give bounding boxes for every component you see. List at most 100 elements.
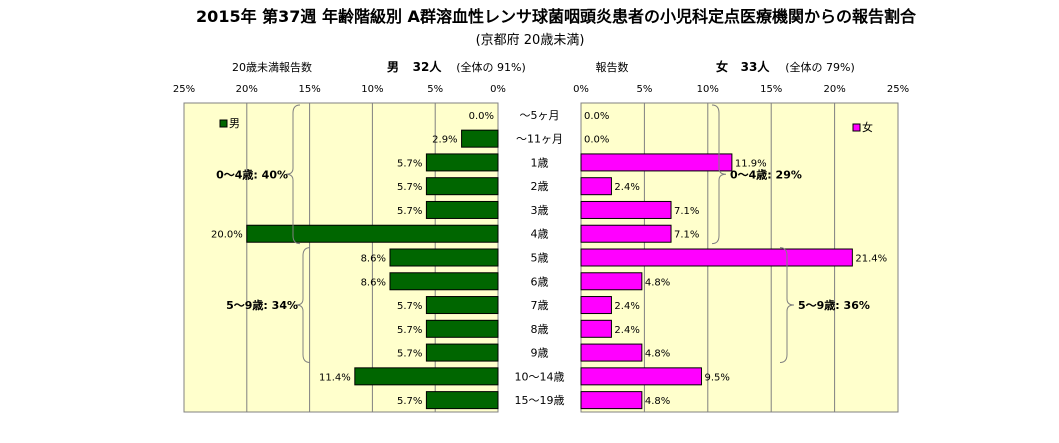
left-header-label: 20歳未満報告数 <box>232 61 312 74</box>
female-bracket-label: 0〜4歳: 29% <box>730 167 802 181</box>
male-age-bracket <box>295 247 311 363</box>
female-bar <box>580 343 643 362</box>
female-panel: 0% 5% 10% 15% 20% 25% 0.0% 0.0% 11.9% 2.4% 7.1% 7.1… <box>573 84 909 413</box>
age-category-label: 15〜19歳 <box>515 394 565 407</box>
male-value-label: 5.7% <box>397 396 422 407</box>
male-bar <box>425 200 499 219</box>
right-header-label: 報告数 <box>596 61 629 74</box>
female-tick-label: 10% <box>697 84 719 95</box>
male-panel: 0% 5% 10% 15% 20% 25% 0.0% 2.9% 5.7% 5.7% 5.7% 20.0… <box>173 84 506 413</box>
age-category-label: 10〜14歳 <box>515 370 565 383</box>
male-tick-label: 5% <box>427 84 443 95</box>
age-category-label: 〜11ヶ月 <box>516 133 563 146</box>
male-value-label: 2.9% <box>432 135 457 146</box>
male-value-label: 20.0% <box>211 230 243 241</box>
female-value-label: 2.4% <box>614 325 639 336</box>
male-value-label: 5.7% <box>397 206 422 217</box>
male-value-label: 8.6% <box>361 277 386 288</box>
left-header-share: (全体の 91%) <box>456 60 526 74</box>
age-group-brackets: 0〜4歳: 40% 5〜9歳: 34% 0〜4歳: 29% 5〜9歳: 36% <box>216 104 870 363</box>
age-category-label: 6歳 <box>531 275 549 288</box>
female-value-label: 7.1% <box>674 230 699 241</box>
male-bar <box>389 248 499 267</box>
right-header-sex: 女 <box>716 59 728 74</box>
male-bar <box>461 129 499 148</box>
age-category-label: 3歳 <box>531 204 549 217</box>
left-header-sex: 男 <box>387 60 399 74</box>
female-tick-label: 25% <box>887 84 909 95</box>
age-category-label: 5歳 <box>531 252 549 265</box>
chart-title: 2015年 第37週 年齢階級別 A群溶血性レンサ球菌咽頭炎患者の小児科定点医療… <box>196 7 917 26</box>
female-value-label: 4.8% <box>645 349 670 360</box>
male-tick-label: 10% <box>361 84 383 95</box>
male-value-label: 5.7% <box>397 349 422 360</box>
male-bar <box>425 391 499 410</box>
male-bar <box>425 177 499 196</box>
age-category-label: 7歳 <box>531 299 549 312</box>
male-value-label: 5.7% <box>397 301 422 312</box>
female-bar <box>580 272 643 291</box>
male-bracket-label: 5〜9歳: 34% <box>226 298 298 312</box>
male-legend-swatch <box>219 119 228 128</box>
male-age-bracket <box>285 104 301 245</box>
female-bar <box>580 367 702 386</box>
male-tick-label: 0% <box>490 84 506 95</box>
female-bracket-label: 5〜9歳: 36% <box>798 298 870 312</box>
female-value-label: 4.8% <box>645 396 670 407</box>
female-tick-label: 15% <box>760 84 782 95</box>
male-tick-label: 25% <box>173 84 195 95</box>
male-value-label: 5.7% <box>397 158 422 169</box>
female-value-label: 2.4% <box>614 182 639 193</box>
female-bar <box>580 296 612 315</box>
female-bar <box>580 153 733 172</box>
age-category-labels: 〜5ヶ月〜11ヶ月 1歳 2歳 3歳 4歳 5歳 6歳 7歳 8歳 9歳 10〜14歳 15〜19歳 <box>515 109 565 407</box>
female-bar <box>580 248 853 267</box>
female-legend-label: 女 <box>862 120 873 134</box>
age-category-label: 4歳 <box>531 228 549 241</box>
female-value-label: 2.4% <box>614 301 639 312</box>
female-age-bracket <box>711 104 727 245</box>
female-legend-swatch <box>852 123 861 132</box>
male-bar <box>425 153 499 172</box>
female-value-label: 4.8% <box>645 277 670 288</box>
female-tick-label: 0% <box>573 84 589 95</box>
female-value-label: 0.0% <box>584 135 609 146</box>
left-header-count: 32人 <box>413 59 443 74</box>
male-bar <box>425 343 499 362</box>
age-category-label: 1歳 <box>531 156 549 169</box>
female-tick-label: 5% <box>636 84 652 95</box>
male-value-label: 5.7% <box>397 182 422 193</box>
female-value-label: 7.1% <box>674 206 699 217</box>
female-bar <box>580 200 672 219</box>
male-value-label: 11.4% <box>319 372 351 383</box>
female-value-label: 0.0% <box>584 111 609 122</box>
male-bar <box>246 224 499 243</box>
female-bar <box>580 391 643 410</box>
female-age-bracket <box>779 247 795 363</box>
female-bar <box>580 224 672 243</box>
male-value-label: 8.6% <box>361 254 386 265</box>
female-bar <box>580 319 612 338</box>
male-tick-label: 15% <box>298 84 320 95</box>
male-legend-label: 男 <box>229 117 240 130</box>
age-category-label: 9歳 <box>531 347 549 360</box>
male-bracket-label: 0〜4歳: 40% <box>216 167 288 181</box>
female-value-label: 21.4% <box>855 254 887 265</box>
male-bar <box>354 367 499 386</box>
right-header-share: (全体の 79%) <box>785 60 855 74</box>
female-tick-label: 20% <box>823 84 845 95</box>
male-bar <box>425 296 499 315</box>
age-category-label: 8歳 <box>531 323 549 336</box>
chart-subtitle: (京都府 20歳未満) <box>476 33 585 48</box>
age-category-label: 〜5ヶ月 <box>520 109 560 122</box>
male-bar <box>389 272 499 291</box>
male-value-label: 0.0% <box>469 111 494 122</box>
male-bar <box>425 319 499 338</box>
age-category-label: 2歳 <box>531 180 549 193</box>
right-header-count: 33人 <box>741 59 771 74</box>
male-tick-label: 20% <box>236 84 258 95</box>
female-bar <box>580 177 612 196</box>
male-value-label: 5.7% <box>397 325 422 336</box>
female-value-label: 11.9% <box>735 158 767 169</box>
